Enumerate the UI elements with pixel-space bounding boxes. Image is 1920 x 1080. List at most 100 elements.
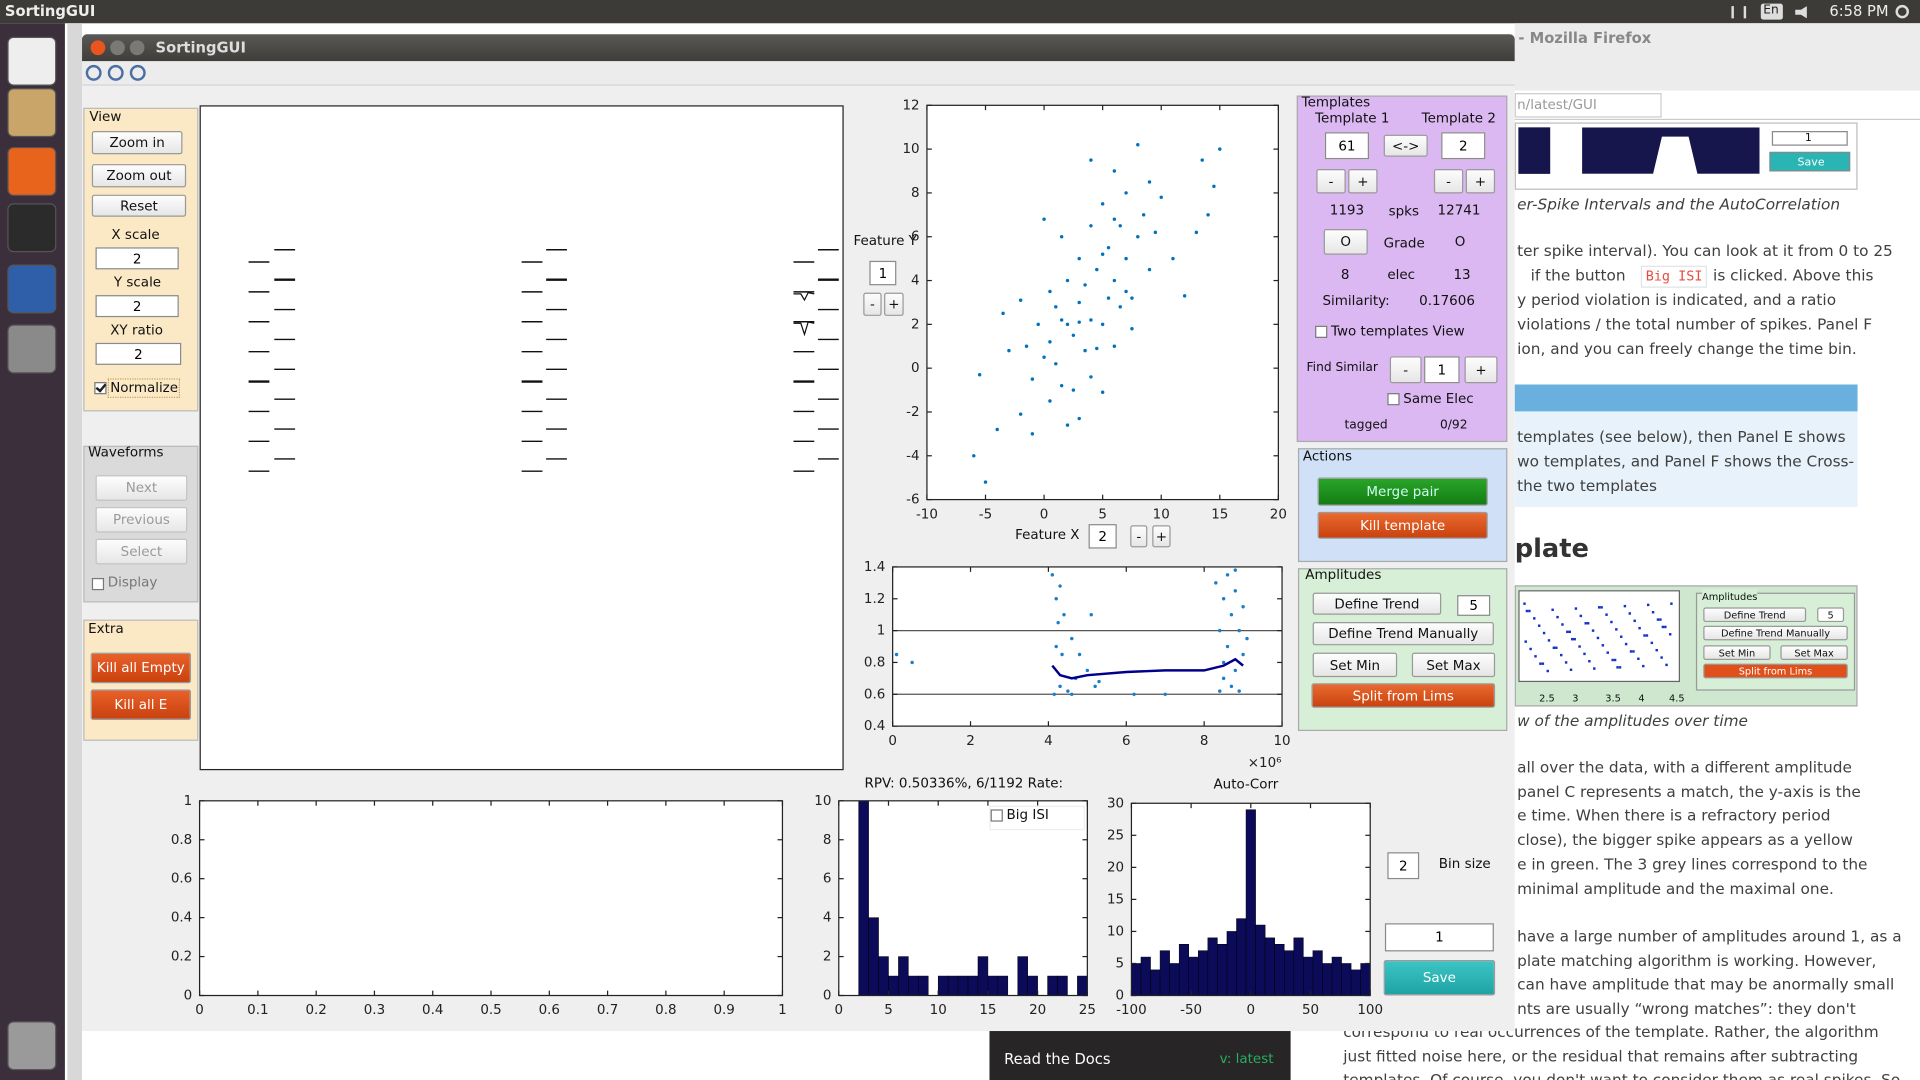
label: Actions — [1302, 448, 1353, 465]
mini-button[interactable]: Define Trend — [1703, 607, 1807, 623]
launcher-strip — [67, 23, 83, 1080]
feature-x-plus[interactable]: + — [1152, 525, 1171, 548]
label: X scale — [111, 226, 160, 243]
window-titlebar — [82, 34, 1515, 62]
paragraph-line: close), the bigger spike appears as a ye… — [1517, 830, 1853, 849]
mini-button[interactable]: Define Trend Manually — [1703, 625, 1848, 641]
minus-button[interactable]: - — [1433, 168, 1464, 194]
next-button[interactable]: Next — [95, 475, 188, 501]
mini-dot — [1638, 626, 1641, 630]
define-trend-button[interactable]: Define Trend — [1312, 592, 1442, 615]
kill-empty-button[interactable]: Kill all Empty — [90, 652, 192, 684]
mini-dot — [1646, 603, 1650, 607]
label: Templates — [1301, 94, 1371, 111]
mini-dot — [1568, 630, 1572, 634]
mini-dot — [1605, 613, 1608, 616]
checkbox[interactable] — [1387, 393, 1400, 406]
label: 8 — [1340, 266, 1350, 283]
trend-input[interactable]: 5 — [1457, 595, 1491, 616]
mini-dot — [1642, 664, 1645, 668]
previous-button[interactable]: Previous — [95, 506, 188, 533]
checkbox[interactable] — [94, 381, 107, 395]
mini-button[interactable]: Set Min — [1703, 645, 1771, 660]
panel-title: Extra — [88, 620, 124, 637]
note-header — [1514, 384, 1858, 412]
xy-ratio-input[interactable]: 2 — [95, 342, 182, 365]
mini-button[interactable]: Split from Lims — [1703, 663, 1848, 679]
split-button[interactable]: Split from Lims — [1311, 683, 1496, 708]
tool-icon[interactable] — [85, 64, 102, 81]
mini-scatter — [1518, 590, 1680, 683]
mini-button[interactable]: Set Max — [1780, 645, 1848, 660]
mini-dot — [1586, 622, 1590, 625]
kill-e-button[interactable]: Kill all E — [90, 689, 192, 720]
paragraph-line: templates. Of course, you don't want to … — [1343, 1070, 1901, 1080]
set-max-button[interactable]: Set Max — [1411, 652, 1496, 678]
find-input[interactable]: 1 — [1424, 356, 1460, 384]
x-scale-input[interactable]: 2 — [95, 247, 179, 270]
bin-size-input[interactable]: 2 — [1387, 852, 1420, 880]
feature-y-minus[interactable]: - — [863, 292, 882, 316]
waveform-axes — [199, 105, 844, 771]
save-button[interactable]: Save — [1383, 960, 1496, 996]
top-bar — [0, 0, 1920, 24]
label: Amplitudes — [1305, 566, 1382, 583]
close-button[interactable] — [90, 40, 106, 56]
note-line: wo templates, and Panel F shows the Cros… — [1517, 451, 1855, 471]
feature-y-plus[interactable]: + — [884, 292, 904, 316]
y-scale-input[interactable]: 2 — [95, 295, 179, 318]
set-min-button[interactable]: Set Min — [1312, 652, 1398, 678]
minimize-button[interactable] — [110, 40, 125, 56]
grade-button[interactable]: O — [1323, 228, 1368, 255]
swap-button[interactable]: <-> — [1383, 134, 1428, 157]
label: Two templates View — [1331, 323, 1465, 340]
plus-button[interactable]: + — [1348, 168, 1378, 194]
checkbox[interactable] — [990, 809, 1003, 822]
window-title: SortingGUI — [155, 39, 246, 57]
zoom-in-button[interactable]: Zoom in — [91, 131, 183, 155]
mini-panel-title: Amplitudes — [1702, 588, 1758, 607]
feature-x-input[interactable]: 2 — [1088, 524, 1117, 549]
template-2-input[interactable]: 2 — [1441, 132, 1486, 160]
find-plus-button[interactable]: + — [1464, 356, 1498, 384]
clock: 6:58 PM — [1829, 2, 1889, 20]
minus-button[interactable]: - — [1316, 168, 1346, 194]
paragraph-line: have a large number of amplitudes around… — [1517, 926, 1902, 946]
maximize-button[interactable] — [129, 40, 145, 56]
checkbox[interactable] — [91, 577, 105, 591]
autocorr-title: Auto-Corr — [1213, 776, 1279, 793]
tool-icon[interactable] — [129, 64, 146, 81]
mini-dot — [1610, 620, 1613, 624]
mini-dot — [1593, 667, 1596, 670]
define-trend-manually-button[interactable]: Define Trend Manually — [1312, 622, 1494, 646]
template-1-input[interactable]: 61 — [1324, 132, 1369, 160]
paragraph-line: ter spike interval). You can look at it … — [1517, 241, 1893, 260]
mini-dot — [1523, 602, 1526, 605]
kill-template-button[interactable]: Kill template — [1317, 511, 1488, 539]
version: v: latest — [1219, 1050, 1274, 1067]
tool-icon[interactable] — [107, 64, 124, 81]
plus-button[interactable]: + — [1465, 168, 1496, 194]
paragraph-line: panel C represents a match, the y-axis i… — [1517, 782, 1861, 801]
note-line: the two templates — [1517, 476, 1657, 495]
display-label: Display — [107, 574, 158, 591]
mini-dot — [1579, 614, 1583, 618]
select-button[interactable]: Select — [95, 538, 188, 565]
paragraph-line: if the button — [1530, 265, 1626, 285]
merge-pair-button[interactable]: Merge pair — [1317, 477, 1488, 506]
launcher-icon — [7, 36, 57, 86]
zoom-out-button[interactable]: Zoom out — [91, 164, 187, 188]
mini-dot — [1573, 637, 1576, 641]
mini-dot — [1665, 663, 1668, 667]
mini-dot — [1615, 628, 1618, 631]
feature-y-input[interactable]: 1 — [869, 260, 897, 286]
mini-input[interactable]: 5 — [1817, 607, 1845, 623]
checkbox[interactable] — [1315, 325, 1328, 338]
save-input[interactable]: 1 — [1384, 923, 1494, 952]
reset-button[interactable]: Reset — [91, 194, 187, 217]
note-body — [1514, 411, 1858, 507]
find-minus-button[interactable]: - — [1389, 356, 1422, 384]
launcher-icon — [7, 324, 57, 374]
feature-x-minus[interactable]: - — [1130, 525, 1148, 548]
